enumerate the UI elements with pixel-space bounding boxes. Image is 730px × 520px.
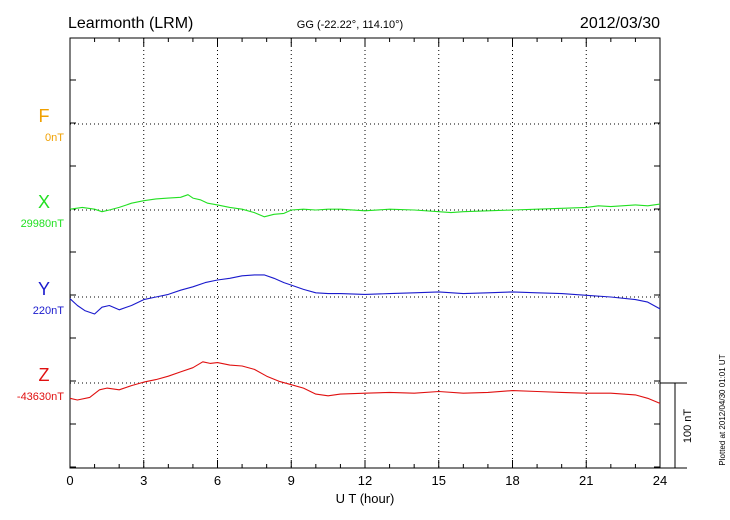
scale-bar <box>660 382 687 469</box>
x-tick-label: 12 <box>358 473 372 488</box>
x-tick-label: 0 <box>66 473 73 488</box>
grid-lines <box>70 38 660 468</box>
axis-ticks <box>69 38 661 468</box>
series-line-y <box>69 274 661 315</box>
x-tick-label: 15 <box>432 473 446 488</box>
series-name-f: F <box>39 106 50 126</box>
plotted-timestamp: Plotted at 2012/04/30 01:01 UT <box>718 354 727 465</box>
series-name-x: X <box>38 192 50 212</box>
x-tick-label: 9 <box>288 473 295 488</box>
series-baseline-x: 29980nT <box>21 218 65 230</box>
x-tick-label: 6 <box>214 473 221 488</box>
series-baseline-z: -43630nT <box>17 391 64 403</box>
x-tick-label: 21 <box>579 473 593 488</box>
station-title: Learmonth (LRM) <box>68 15 193 32</box>
x-axis-label: U T (hour) <box>336 491 395 506</box>
series-line-x <box>69 194 661 218</box>
x-tick-label: 24 <box>653 473 667 488</box>
series-name-y: Y <box>38 279 50 299</box>
series-lines <box>69 194 661 404</box>
x-tick-labels: 0 3 6 9 12 15 18 21 24 <box>66 473 667 488</box>
series-labels: F 0nT X 29980nT Y 220nT Z -43630nT <box>17 106 64 403</box>
x-tick-label: 3 <box>140 473 147 488</box>
x-tick-label: 18 <box>505 473 519 488</box>
series-line-z <box>69 361 661 404</box>
scale-bar-label: 100 nT <box>682 409 694 444</box>
series-baseline-y: 220nT <box>33 305 64 317</box>
series-name-z: Z <box>39 365 50 385</box>
coordinates-label: GG (-22.22°, 114.10°) <box>297 19 403 31</box>
series-baseline-f: 0nT <box>45 132 64 144</box>
date-label: 2012/03/30 <box>580 15 660 32</box>
